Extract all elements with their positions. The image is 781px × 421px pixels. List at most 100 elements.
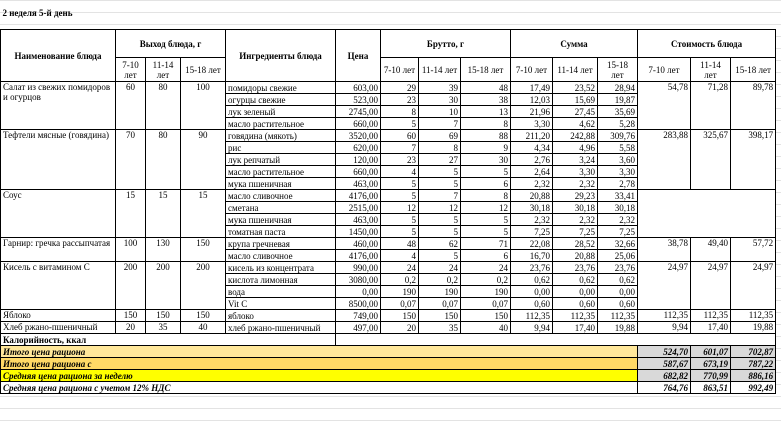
dish-cost: 112,35 — [729, 309, 777, 322]
table-row: лук зеленый 2745,00 8 10 13 21,96 27,45 35,69 — [1, 105, 776, 118]
ingredient-brutto: 5 — [460, 165, 511, 178]
ingredient-sum: 112,35 — [552, 309, 598, 322]
ingredient-brutto: 7 — [418, 189, 461, 202]
total-value: 587,67 — [637, 357, 691, 370]
header-brutto: Брутто, г — [380, 29, 511, 58]
ingredient-sum: 0,60 — [597, 297, 638, 310]
dish-cost: 325,67 — [690, 129, 731, 190]
ingredient-name: вода — [225, 285, 336, 298]
dish-yield: 200 — [115, 261, 146, 310]
total-label: Итого цена рациона с — [0, 357, 638, 370]
ingredient-name: лук репчатый — [225, 153, 336, 166]
total-value: 863,51 — [690, 381, 731, 394]
ingredient-name: томатная паста — [225, 225, 336, 238]
ingredient-price: 460,00 — [335, 237, 381, 250]
total-value: 673,19 — [690, 357, 731, 370]
ingredient-name: говядина (мякоть) — [225, 129, 336, 142]
table-row — [1, 18, 776, 30]
header-age: 7-10 лет — [380, 57, 419, 82]
ingredient-brutto: 150 — [418, 309, 461, 322]
ingredient-brutto: 48 — [460, 81, 511, 94]
header-age: 15-18 лет — [729, 57, 777, 82]
ingredient-sum: 25,06 — [597, 249, 638, 262]
ingredient-brutto: 29 — [380, 81, 419, 94]
ingredient-sum: 309,76 — [597, 129, 638, 142]
ingredient-brutto: 24 — [380, 261, 419, 274]
dish-cost: 24,97 — [637, 261, 691, 310]
dish-cost: 54,78 — [637, 81, 691, 130]
ingredient-sum: 12,03 — [510, 93, 553, 106]
ingredient-brutto: 8 — [418, 141, 461, 154]
ingredient-sum: 5,58 — [597, 141, 638, 154]
ingredient-sum: 0,62 — [510, 273, 553, 286]
total-value: 886,16 — [729, 369, 777, 382]
ingredient-sum: 7,25 — [552, 225, 598, 238]
ingredient-sum: 7,25 — [597, 225, 638, 238]
ingredient-sum: 0,00 — [552, 285, 598, 298]
ingredient-sum: 23,76 — [597, 261, 638, 274]
ingredient-brutto: 69 — [418, 129, 461, 142]
sheet-title: 2 неделя 5-й день — [2, 8, 73, 18]
ingredient-sum: 242,88 — [552, 129, 598, 142]
ingredient-price: 463,00 — [335, 213, 381, 226]
ingredient-sum: 28,94 — [597, 81, 638, 94]
dish-yield: 40 — [180, 321, 226, 334]
dish-cost: 38,78 — [637, 237, 691, 262]
dish-yield: 200 — [180, 261, 226, 310]
ingredient-sum: 0,62 — [552, 273, 598, 286]
table-row: Яблоко 150 150 150 яблоко 749,00 150 150 150 112,… — [0, 309, 777, 322]
header-age: 15-18 лет — [180, 57, 226, 82]
ingredient-brutto: 8 — [460, 189, 511, 202]
ingredient-brutto: 38 — [460, 93, 511, 106]
ingredient-name: кисель из концентрата — [225, 261, 336, 274]
ingredient-sum: 17,40 — [552, 321, 598, 334]
ingredient-price: 3080,00 — [335, 273, 381, 286]
ingredient-price: 660,00 — [335, 165, 381, 178]
ingredient-price: 1450,00 — [335, 225, 381, 238]
ingredient-brutto: 23 — [380, 153, 419, 166]
ingredient-brutto: 7 — [418, 117, 461, 130]
total-value: 787,22 — [729, 357, 777, 370]
dish-yield: 150 — [180, 309, 226, 322]
ingredient-brutto: 48 — [380, 237, 419, 250]
ingredient-sum: 2,32 — [597, 213, 638, 226]
table-row: мука пшеничная 463,00 5 5 6 2,32 2,32 2,78 — [1, 177, 776, 190]
ingredient-name: помидоры свежие — [225, 81, 336, 94]
header-age: 15-18 лет — [597, 57, 638, 82]
ingredient-sum: 2,64 — [510, 165, 553, 178]
ingredient-name: масло растительное — [225, 117, 336, 130]
table-row: сметана 2515,00 12 12 12 30,18 30,18 30,18 — [1, 201, 776, 214]
ingredient-brutto: 190 — [460, 285, 511, 298]
header-age: 7-10 лет — [637, 57, 691, 82]
table-body: 2 неделя 5-й день Наименование блюда Выход… — [0, 0, 777, 394]
ingredient-brutto: 8 — [380, 105, 419, 118]
ingredient-brutto: 27 — [418, 153, 461, 166]
table-row: Калорийность, ккал — [0, 333, 777, 346]
ingredient-price: 463,00 — [335, 177, 381, 190]
ingredient-name: масло сливочное — [225, 249, 336, 262]
ingredient-brutto: 9 — [460, 141, 511, 154]
ingredient-brutto: 5 — [418, 213, 461, 226]
ingredient-brutto: 30 — [460, 153, 511, 166]
dish-cost: 49,40 — [690, 237, 731, 262]
header-age: 7-10 лет — [510, 57, 553, 82]
ingredient-sum: 20,88 — [552, 249, 598, 262]
ingredient-name: хлеб ржано-пшеничный — [225, 321, 336, 334]
ingredient-brutto: 4 — [380, 165, 419, 178]
ingredient-brutto: 23 — [380, 93, 419, 106]
total-value: 682,82 — [637, 369, 691, 382]
dish-yield: 100 — [180, 81, 226, 130]
ingredient-sum: 4,62 — [552, 117, 598, 130]
ingredient-sum: 30,18 — [597, 201, 638, 214]
ingredient-sum: 23,76 — [552, 261, 598, 274]
table-row: вода 0,00 190 190 190 0,00 0,00 0,00 — [1, 285, 776, 298]
dish-name: Салат из свежих помидоров и огурцов — [0, 81, 116, 130]
ingredient-brutto: 12 — [380, 201, 419, 214]
total-value: 770,99 — [690, 369, 731, 382]
ingredient-brutto: 5 — [418, 225, 461, 238]
ingredient-brutto: 30 — [418, 93, 461, 106]
dish-yield: 150 — [115, 309, 146, 322]
ingredient-brutto: 35 — [418, 321, 461, 334]
ingredient-sum: 33,41 — [597, 189, 638, 202]
ingredient-brutto: 5 — [380, 213, 419, 226]
